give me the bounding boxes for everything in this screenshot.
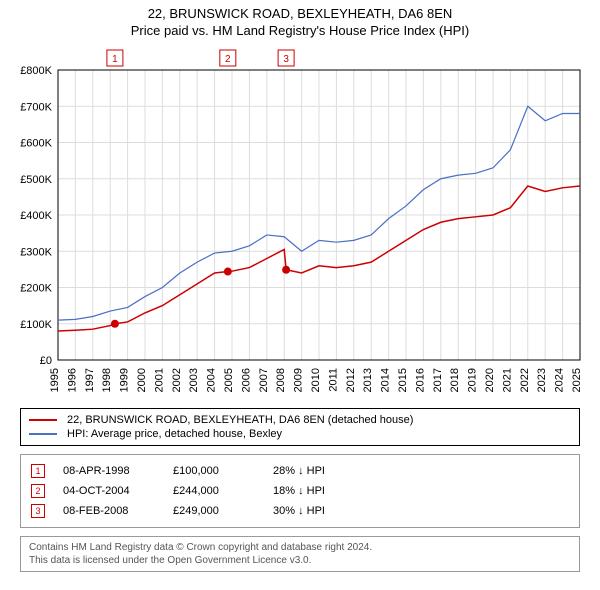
- legend-swatch: [29, 419, 57, 421]
- svg-text:2002: 2002: [171, 368, 183, 392]
- event-marker-icon: 1: [31, 464, 45, 478]
- chart-subtitle: Price paid vs. HM Land Registry's House …: [0, 23, 600, 38]
- svg-text:2012: 2012: [345, 368, 357, 392]
- svg-text:2024: 2024: [554, 368, 566, 392]
- event-marker-icon: 3: [31, 504, 45, 518]
- svg-text:1999: 1999: [119, 368, 131, 392]
- svg-text:2007: 2007: [258, 368, 270, 392]
- svg-text:£400K: £400K: [20, 210, 52, 222]
- footer-attribution: Contains HM Land Registry data © Crown c…: [20, 536, 580, 572]
- svg-text:£200K: £200K: [20, 283, 52, 295]
- legend: 22, BRUNSWICK ROAD, BEXLEYHEATH, DA6 8EN…: [20, 408, 580, 446]
- svg-text:2010: 2010: [310, 368, 322, 392]
- svg-text:2000: 2000: [136, 368, 148, 392]
- svg-text:2015: 2015: [397, 368, 409, 392]
- event-delta: 28% ↓ HPI: [273, 465, 325, 477]
- svg-text:2001: 2001: [153, 368, 165, 392]
- legend-label: 22, BRUNSWICK ROAD, BEXLEYHEATH, DA6 8EN…: [67, 414, 413, 426]
- chart-svg: £0 £100K £200K £300K £400K £500K £600K £700K £80…: [10, 44, 590, 404]
- events-table: 1 08-APR-1998 £100,000 28% ↓ HPI 2 04-OC…: [20, 454, 580, 528]
- event-date: 04-OCT-2004: [63, 485, 173, 497]
- svg-text:2011: 2011: [327, 368, 339, 392]
- svg-text:2: 2: [225, 54, 231, 65]
- event-price: £244,000: [173, 485, 273, 497]
- legend-swatch: [29, 433, 57, 435]
- event-delta: 18% ↓ HPI: [273, 485, 325, 497]
- svg-text:£800K: £800K: [20, 65, 52, 77]
- legend-item: 22, BRUNSWICK ROAD, BEXLEYHEATH, DA6 8EN…: [29, 413, 571, 427]
- svg-text:2025: 2025: [571, 368, 583, 392]
- svg-text:2013: 2013: [362, 368, 374, 392]
- svg-text:£700K: £700K: [20, 101, 52, 113]
- svg-text:2019: 2019: [467, 368, 479, 392]
- footer-line: Contains HM Land Registry data © Crown c…: [29, 541, 571, 554]
- svg-text:2022: 2022: [519, 368, 531, 392]
- svg-text:2003: 2003: [188, 368, 200, 392]
- svg-text:1996: 1996: [66, 368, 78, 392]
- svg-text:2008: 2008: [275, 368, 287, 392]
- chart-plot: £0 £100K £200K £300K £400K £500K £600K £700K £80…: [10, 44, 590, 404]
- event-price: £249,000: [173, 505, 273, 517]
- svg-text:£100K: £100K: [20, 319, 52, 331]
- svg-text:£300K: £300K: [20, 246, 52, 258]
- event-date: 08-APR-1998: [63, 465, 173, 477]
- svg-text:2005: 2005: [223, 368, 235, 392]
- event-row: 3 08-FEB-2008 £249,000 30% ↓ HPI: [31, 501, 569, 521]
- legend-label: HPI: Average price, detached house, Bexl…: [67, 428, 282, 440]
- svg-text:1995: 1995: [49, 368, 61, 392]
- legend-item: HPI: Average price, detached house, Bexl…: [29, 427, 571, 441]
- svg-text:2020: 2020: [484, 368, 496, 392]
- event-date: 08-FEB-2008: [63, 505, 173, 517]
- svg-text:2006: 2006: [240, 368, 252, 392]
- svg-text:£0: £0: [40, 355, 52, 367]
- event-row: 2 04-OCT-2004 £244,000 18% ↓ HPI: [31, 481, 569, 501]
- svg-text:2009: 2009: [293, 368, 305, 392]
- svg-text:2017: 2017: [432, 368, 444, 392]
- svg-text:2014: 2014: [380, 368, 392, 392]
- svg-text:2023: 2023: [536, 368, 548, 392]
- event-delta: 30% ↓ HPI: [273, 505, 325, 517]
- svg-text:£500K: £500K: [20, 174, 52, 186]
- svg-text:2004: 2004: [206, 368, 218, 392]
- svg-text:2021: 2021: [501, 368, 513, 392]
- event-marker-icon: 2: [31, 484, 45, 498]
- svg-text:2016: 2016: [414, 368, 426, 392]
- svg-text:2018: 2018: [449, 368, 461, 392]
- event-row: 1 08-APR-1998 £100,000 28% ↓ HPI: [31, 461, 569, 481]
- svg-text:1: 1: [112, 54, 118, 65]
- svg-text:£600K: £600K: [20, 138, 52, 150]
- footer-line: This data is licensed under the Open Gov…: [29, 554, 571, 567]
- chart-title: 22, BRUNSWICK ROAD, BEXLEYHEATH, DA6 8EN: [0, 6, 600, 21]
- chart-header: 22, BRUNSWICK ROAD, BEXLEYHEATH, DA6 8EN…: [0, 0, 600, 40]
- svg-text:3: 3: [283, 54, 289, 65]
- svg-text:1997: 1997: [84, 368, 96, 392]
- svg-text:1998: 1998: [101, 368, 113, 392]
- event-price: £100,000: [173, 465, 273, 477]
